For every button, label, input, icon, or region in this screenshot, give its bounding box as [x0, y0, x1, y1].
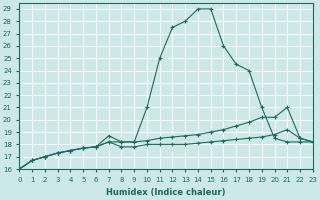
X-axis label: Humidex (Indice chaleur): Humidex (Indice chaleur) [106, 188, 226, 197]
